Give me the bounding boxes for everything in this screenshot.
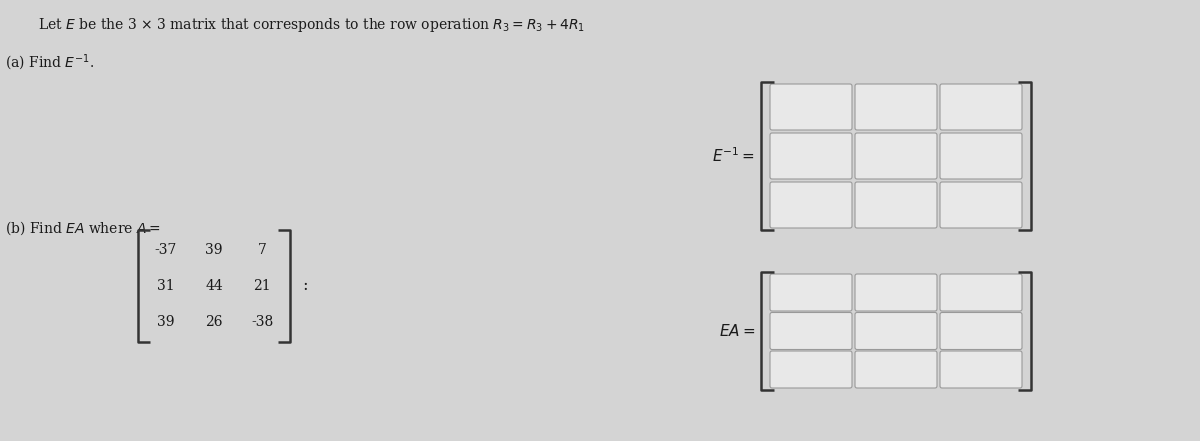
Text: $E^{-1} =$: $E^{-1} =$ (712, 147, 755, 165)
FancyBboxPatch shape (856, 351, 937, 388)
FancyBboxPatch shape (856, 84, 937, 130)
FancyBboxPatch shape (770, 182, 852, 228)
Text: 39: 39 (157, 315, 175, 329)
FancyBboxPatch shape (770, 274, 852, 311)
FancyBboxPatch shape (770, 313, 852, 350)
FancyBboxPatch shape (856, 133, 937, 179)
FancyBboxPatch shape (940, 84, 1022, 130)
FancyBboxPatch shape (770, 133, 852, 179)
FancyBboxPatch shape (940, 274, 1022, 311)
Text: -37: -37 (155, 243, 178, 257)
Text: 31: 31 (157, 279, 175, 293)
Text: 39: 39 (205, 243, 223, 257)
Text: Let $E$ be the 3 $\times$ 3 matrix that corresponds to the row operation $R_3 = : Let $E$ be the 3 $\times$ 3 matrix that … (38, 16, 586, 34)
Text: 21: 21 (253, 279, 271, 293)
Text: -38: -38 (251, 315, 274, 329)
FancyBboxPatch shape (856, 274, 937, 311)
FancyBboxPatch shape (856, 313, 937, 350)
Text: 26: 26 (205, 315, 223, 329)
Text: 44: 44 (205, 279, 223, 293)
Text: 7: 7 (258, 243, 266, 257)
Text: :: : (302, 277, 307, 295)
FancyBboxPatch shape (940, 313, 1022, 350)
FancyBboxPatch shape (856, 182, 937, 228)
FancyBboxPatch shape (940, 182, 1022, 228)
FancyBboxPatch shape (940, 133, 1022, 179)
FancyBboxPatch shape (770, 351, 852, 388)
FancyBboxPatch shape (770, 84, 852, 130)
FancyBboxPatch shape (940, 351, 1022, 388)
Text: $EA =$: $EA =$ (719, 323, 755, 339)
Text: (b) Find $EA$ where $A =$: (b) Find $EA$ where $A =$ (5, 219, 161, 237)
Text: (a) Find $E^{-1}$.: (a) Find $E^{-1}$. (5, 53, 95, 73)
